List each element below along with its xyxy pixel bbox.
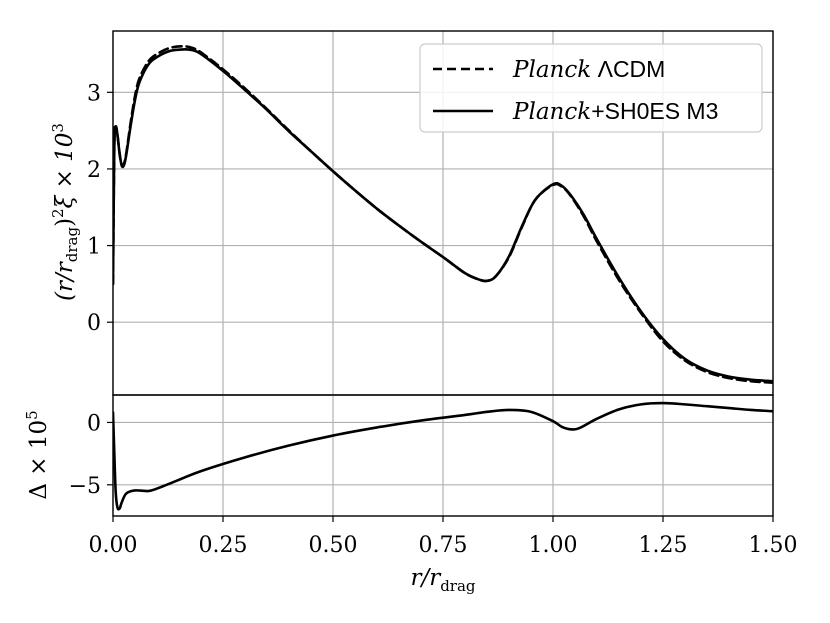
bottom-y-tick-label: 0 bbox=[87, 411, 101, 436]
top-curves bbox=[113, 45, 773, 385]
bottom-panel: 0.00 0.25 0.50 0.75 1.00 1.25 1.50 −5 0 bbox=[69, 394, 798, 558]
top-y-tick-label: 1 bbox=[87, 235, 101, 260]
x-tick-label: 0.25 bbox=[199, 533, 248, 558]
x-tick-label: 1.50 bbox=[749, 533, 798, 558]
top-ticks: 0 1 2 3 bbox=[87, 81, 113, 336]
legend-label-planck-lcdm: Planck ΛCDM bbox=[512, 56, 665, 83]
legend-box bbox=[419, 43, 763, 133]
top-y-axis-title: (r/rdrag)2ξ × 103 bbox=[49, 123, 81, 301]
legend: Planck ΛCDM Planck+SH0ES M3 bbox=[419, 43, 763, 133]
bottom-grid bbox=[112, 395, 774, 516]
x-axis-title: r/rdrag bbox=[410, 565, 475, 595]
bottom-y-tick-label: −5 bbox=[69, 474, 101, 499]
top-y-tick-label: 3 bbox=[87, 81, 101, 106]
x-tick-label: 0.75 bbox=[419, 533, 468, 558]
x-tick-label: 0.00 bbox=[89, 533, 138, 558]
x-tick-label: 1.00 bbox=[529, 533, 578, 558]
x-tick-label: 0.50 bbox=[309, 533, 358, 558]
bottom-series-0-solid-line bbox=[113, 401, 773, 511]
bottom-curves bbox=[113, 401, 773, 511]
legend-label-planck-sh0es: Planck+SH0ES M3 bbox=[512, 98, 718, 125]
top-y-tick-label: 0 bbox=[87, 311, 101, 336]
top-series-1-solid-line bbox=[113, 48, 773, 383]
top-y-tick-label: 2 bbox=[87, 158, 101, 183]
bottom-y-axis-title: Δ × 105 bbox=[23, 410, 52, 499]
bottom-ticks: 0.00 0.25 0.50 0.75 1.00 1.25 1.50 −5 0 bbox=[69, 411, 798, 558]
x-tick-label: 1.25 bbox=[639, 533, 688, 558]
